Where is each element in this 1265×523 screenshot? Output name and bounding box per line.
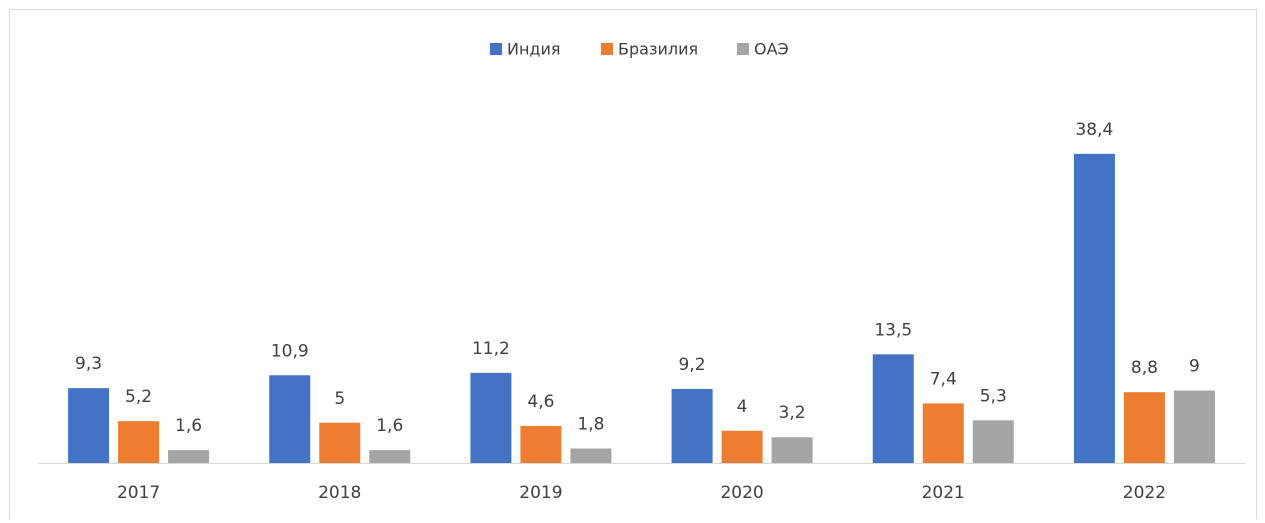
data-label: 11,2 (472, 339, 510, 359)
bar (520, 425, 562, 463)
bar (1123, 392, 1165, 463)
bar (1173, 390, 1215, 463)
data-label: 5,2 (125, 387, 152, 407)
data-label: 1,6 (175, 416, 202, 436)
legend-swatch (601, 43, 613, 55)
data-label: 5,3 (980, 386, 1007, 406)
x-tick-label: 2017 (117, 483, 160, 503)
bar (1073, 153, 1115, 463)
legend-label: ОАЭ (754, 40, 789, 59)
data-label: 7,4 (930, 369, 957, 389)
legend-label: Индия (507, 40, 561, 59)
data-label: 8,8 (1131, 358, 1158, 378)
chart-border (9, 9, 1257, 523)
bar (771, 437, 813, 463)
x-tick-label: 2021 (922, 483, 965, 503)
bar (972, 420, 1014, 463)
bar (671, 388, 713, 463)
bar (872, 354, 914, 463)
bar (269, 375, 311, 463)
data-label: 13,5 (874, 320, 912, 340)
data-label: 4 (737, 397, 748, 417)
bar (922, 403, 964, 463)
bar (168, 450, 210, 463)
bar (68, 388, 110, 463)
data-label: 3,2 (779, 403, 806, 423)
data-label: 5 (334, 389, 345, 409)
bar (319, 422, 361, 463)
data-label: 4,6 (527, 392, 554, 412)
bar (369, 450, 411, 463)
bar (118, 421, 160, 463)
bar (721, 430, 763, 463)
data-label: 9,2 (679, 355, 706, 375)
x-tick-label: 2022 (1123, 483, 1166, 503)
data-label: 9 (1189, 357, 1200, 377)
x-tick-label: 2019 (519, 483, 562, 503)
x-tick-label: 2020 (720, 483, 763, 503)
legend-swatch (737, 43, 749, 55)
data-label: 9,3 (75, 354, 102, 374)
data-label: 1,8 (577, 415, 604, 435)
data-label: 1,6 (376, 416, 403, 436)
x-tick-label: 2018 (318, 483, 361, 503)
bar (570, 448, 612, 463)
data-label: 10,9 (271, 341, 309, 361)
bar (470, 372, 512, 463)
legend-swatch (490, 43, 502, 55)
legend-label: Бразилия (618, 40, 698, 59)
data-label: 38,4 (1075, 120, 1113, 140)
